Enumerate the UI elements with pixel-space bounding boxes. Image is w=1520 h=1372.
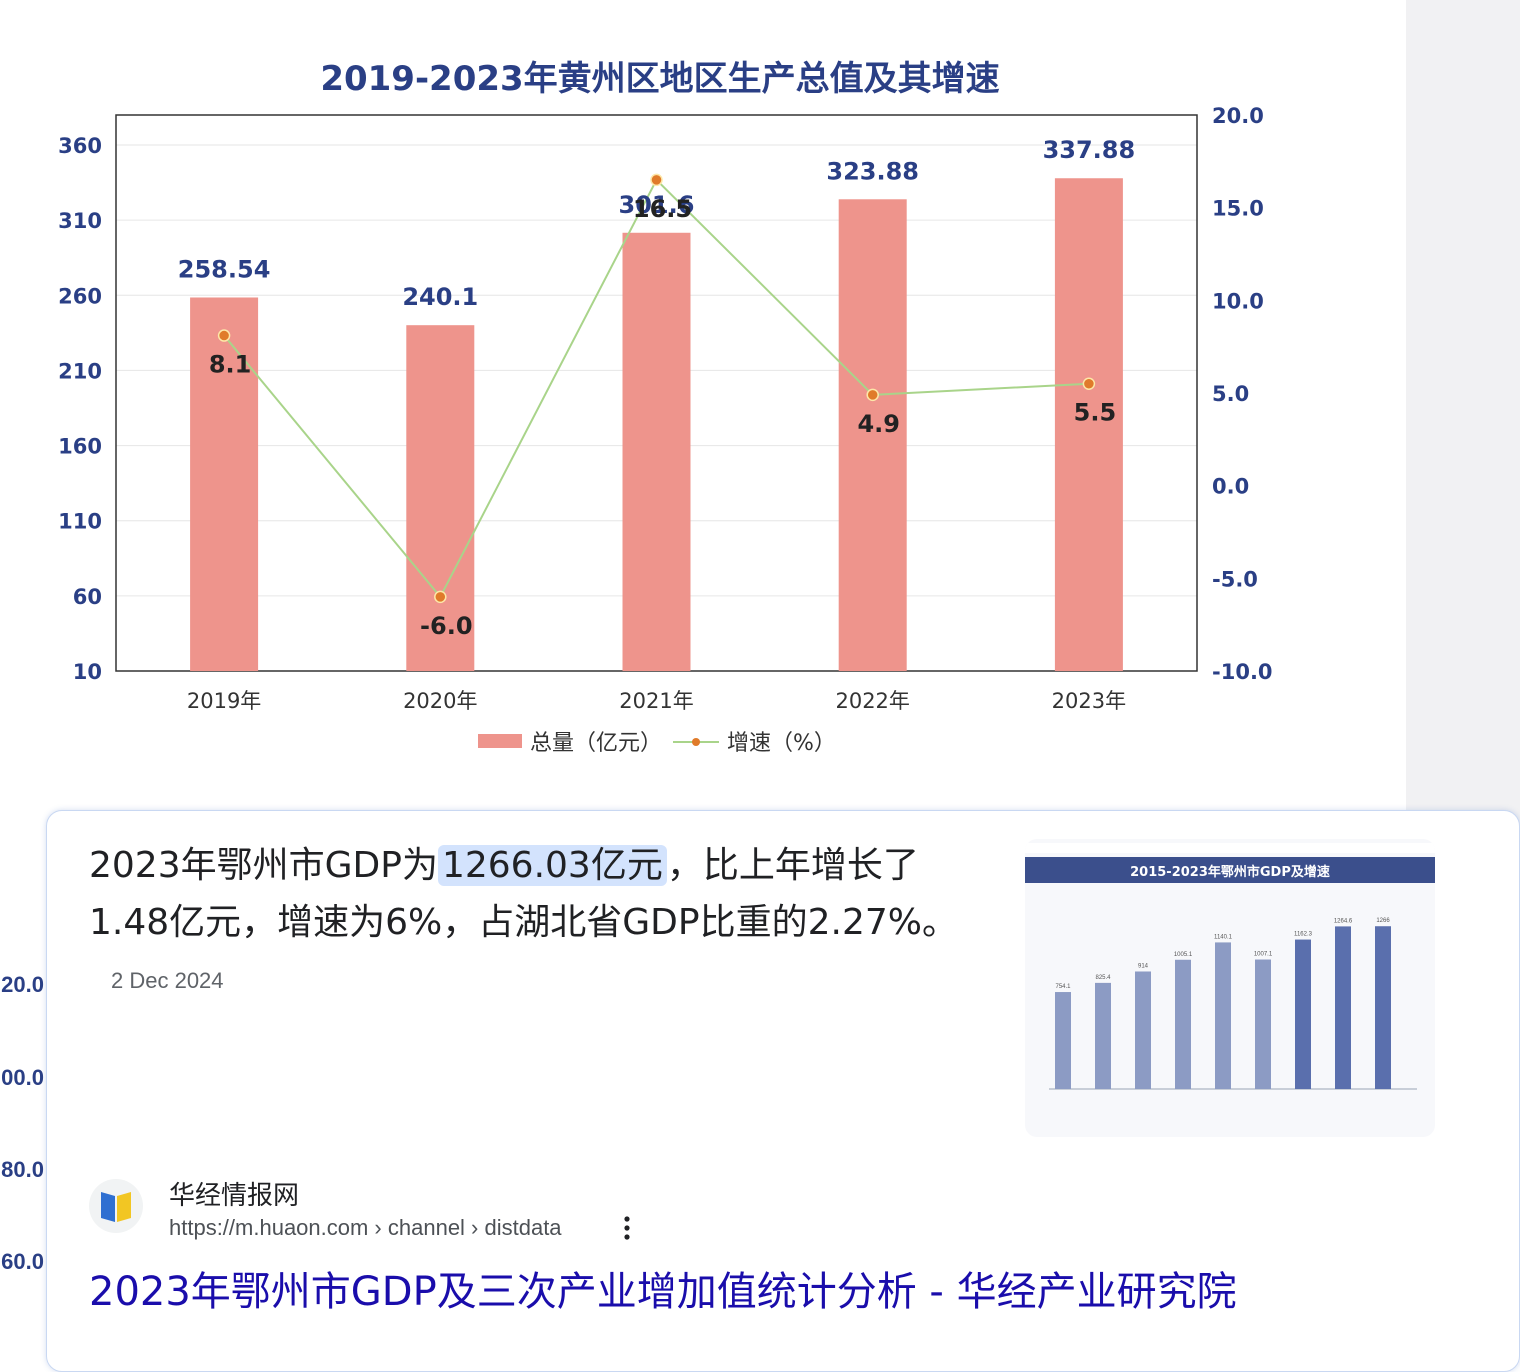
left-axis-tick: 310 <box>58 209 102 233</box>
thumbnail-bar-label: 1266 <box>1376 918 1390 924</box>
fragment-tick: 00.0 <box>1 1065 44 1090</box>
left-axis-ticks: 360 310 260 210 160 110 60 10 <box>58 134 102 684</box>
thumbnail-bars: 754.1 825.4 914 1005.1 1140.1 1007.1 1162.3 126… <box>1049 918 1417 1090</box>
snippet-text: ，比上年增长了1.48亿元，增速为6%，占湖北省GDP比重的2.27%。 <box>89 845 958 943</box>
thumbnail-bar <box>1055 992 1071 1089</box>
growth-point <box>1082 377 1096 390</box>
x-axis-tick: 2019年 <box>187 689 261 713</box>
site-name[interactable]: 华经情报网 <box>169 1181 300 1211</box>
thumbnail-bar-label: 1007.1 <box>1254 952 1273 958</box>
thumbnail-bar-label: 754.1 <box>1055 984 1071 990</box>
snippet-highlight: 1266.03亿元 <box>437 845 667 886</box>
thumbnail-bar-label: 1140.1 <box>1214 934 1233 940</box>
thumbnail-bar <box>1295 939 1311 1089</box>
right-axis-tick: -10.0 <box>1212 660 1273 684</box>
thumbnail-bar <box>1255 959 1271 1089</box>
thumbnail-bar <box>1375 926 1391 1089</box>
snippet-date: 2 Dec 2024 <box>111 968 224 993</box>
bar <box>190 297 259 671</box>
thumbnail-bar <box>1135 971 1151 1089</box>
bar-value-label: 258.54 <box>178 255 271 283</box>
left-axis-tick: 60 <box>73 585 102 609</box>
left-axis-tick: 110 <box>58 510 102 534</box>
right-axis-tick: -5.0 <box>1212 567 1258 591</box>
growth-value-label: 4.9 <box>857 410 900 438</box>
bar-value-label: 323.88 <box>826 157 919 185</box>
legend-bar-swatch <box>478 734 522 748</box>
growth-value-label: 16.5 <box>633 195 692 223</box>
right-axis-tick: 15.0 <box>1212 197 1264 221</box>
result-title-link[interactable]: 2023年鄂州市GDP及三次产业增加值统计分析 - 华经产业研究院 <box>89 1269 1237 1315</box>
left-axis-tick: 10 <box>73 660 102 684</box>
growth-point <box>217 329 231 342</box>
thumbnail-bar <box>1215 942 1231 1089</box>
growth-point <box>650 173 663 187</box>
site-url-breadcrumb[interactable]: https://m.huaon.com › channel › distdata <box>169 1215 562 1240</box>
x-axis-tick: 2021年 <box>619 689 693 713</box>
growth-value-label: -6.0 <box>420 612 472 640</box>
huaon-logo-icon <box>101 1192 131 1222</box>
site-favicon <box>89 1179 143 1233</box>
right-axis-ticks: 20.0 15.0 10.0 5.0 0.0 -5.0 -10.0 <box>1212 104 1273 684</box>
legend-line-label: 增速（%） <box>727 731 836 756</box>
gdp-chart: 2019-2023年黄州区地区生产总值及其增速 360 310 260 210 160 1… <box>58 59 1273 756</box>
search-result-card[interactable]: 2023年鄂州市GDP为 1266.03亿元 ，比上年增长了1.48亿元，增速为6%… <box>46 810 1520 1372</box>
legend-line-marker <box>692 738 700 746</box>
bar-series <box>190 178 1123 672</box>
x-axis-ticks: 2019年 2020年 2021年 2022年 2023年 <box>187 689 1126 713</box>
chart-title: 2019-2023年黄州区地区生产总值及其增速 <box>320 59 999 99</box>
fragment-tick: 60.0 <box>1 1249 44 1274</box>
growth-value-label: 8.1 <box>209 351 252 379</box>
x-axis-tick: 2022年 <box>835 689 909 713</box>
bar-value-label: 337.88 <box>1043 136 1136 164</box>
snippet-text: 2023年鄂州市GDP为 <box>89 845 438 886</box>
x-axis-tick: 2020年 <box>403 689 477 713</box>
growth-point <box>866 388 879 402</box>
left-axis-tick: 160 <box>58 435 102 459</box>
thumbnail-title: 2015-2023年鄂州市GDP及增速 <box>1130 864 1330 880</box>
thumbnail-title-band <box>1025 857 1435 883</box>
featured-snippet-text: 2023年鄂州市GDP为 1266.03亿元 ，比上年增长了1.48亿元，增速为6%… <box>89 837 989 1008</box>
chart-legend: 总量（亿元） 增速（%） <box>478 731 836 756</box>
bar <box>622 232 691 672</box>
thumbnail-chart-image: 2015-2023年鄂州市GDP及增速 754.1 825.4 914 1005.1 1… <box>1025 839 1435 1137</box>
x-axis-tick: 2023年 <box>1052 689 1126 713</box>
right-axis-tick: 20.0 <box>1212 104 1264 128</box>
right-axis-tick: 0.0 <box>1212 475 1249 499</box>
thumbnail-bar-label: 825.4 <box>1095 975 1111 981</box>
thumbnail-bar <box>1335 926 1351 1089</box>
background-chart-axis-fragment: 20.0 00.0 80.0 60.0 <box>0 960 48 1300</box>
left-axis-tick: 260 <box>58 284 102 308</box>
thumbnail-bar-label: 1005.1 <box>1174 952 1193 958</box>
fragment-tick: 80.0 <box>1 1157 44 1182</box>
fragment-tick: 20.0 <box>1 972 44 997</box>
right-axis-tick: 5.0 <box>1212 382 1249 406</box>
more-options-icon[interactable] <box>617 1213 637 1243</box>
growth-value-label: 5.5 <box>1074 399 1117 427</box>
thumbnail-bar-label: 1264.6 <box>1334 918 1353 924</box>
bar <box>406 325 475 671</box>
thumbnail-bar <box>1095 982 1111 1089</box>
legend-bar-label: 总量（亿元） <box>530 731 662 756</box>
bar-value-label: 301.6 <box>619 191 695 219</box>
growth-point <box>434 590 447 604</box>
left-axis-tick: 210 <box>58 359 102 383</box>
line-series <box>217 173 1096 604</box>
right-axis-tick: 10.0 <box>1212 289 1264 313</box>
result-thumbnail[interactable]: 2015-2023年鄂州市GDP及增速 754.1 825.4 914 1005.1 1… <box>1025 839 1435 1137</box>
thumbnail-bar-label: 1162.3 <box>1294 932 1313 938</box>
thumbnail-bar-label: 914 <box>1138 963 1149 969</box>
thumbnail-bar <box>1175 959 1191 1089</box>
bar <box>1054 178 1123 671</box>
left-axis-tick: 360 <box>58 134 102 158</box>
bar-value-label: 240.1 <box>402 283 478 311</box>
data-labels: 258.54 240.1 301.6 323.88 337.88 8.1 -6.0 16.5 4… <box>178 136 1135 640</box>
bar <box>838 199 907 671</box>
